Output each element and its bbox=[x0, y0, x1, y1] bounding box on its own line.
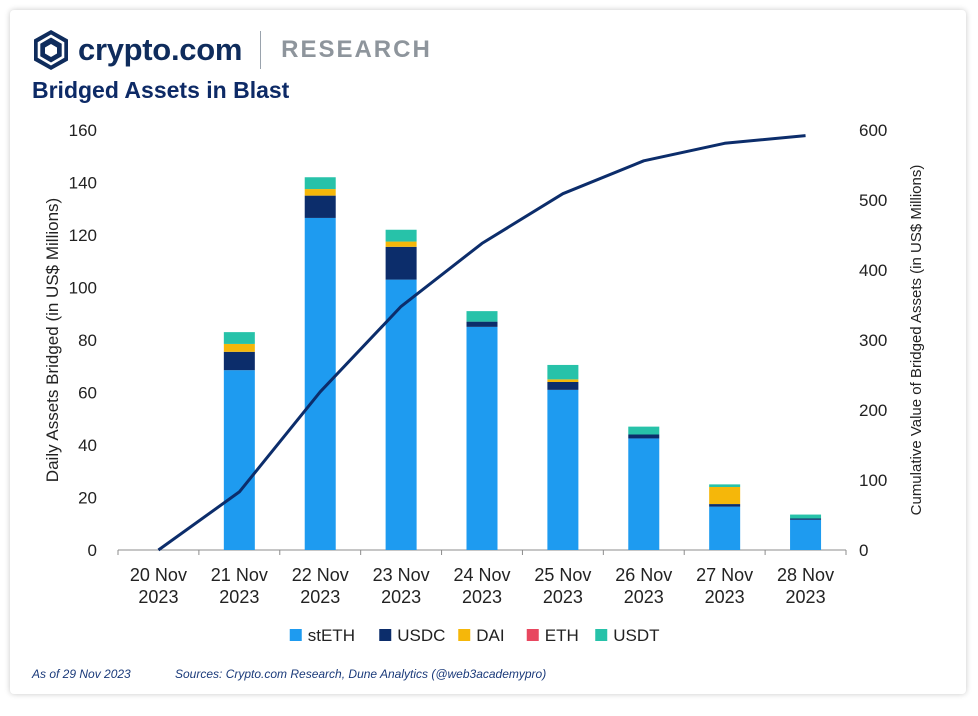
brand-header: crypto.com RESEARCH bbox=[32, 28, 432, 72]
bar-segment-dai bbox=[709, 487, 741, 505]
chart-title: Bridged Assets in Blast bbox=[32, 77, 290, 103]
bar-segment-usdc bbox=[466, 321, 498, 327]
x-tick-label: 28 Nov bbox=[777, 565, 834, 585]
legend-swatch-dai bbox=[458, 629, 471, 641]
bar-segment-usdt bbox=[223, 332, 255, 344]
x-tick-label: 2023 bbox=[624, 587, 664, 607]
y2-tick-label: 600 bbox=[859, 121, 887, 140]
legend-swatch-steth bbox=[289, 629, 302, 641]
bar-segment-usdc bbox=[547, 382, 579, 390]
bar-segment-usdt bbox=[628, 426, 660, 435]
y2-tick-label: 400 bbox=[859, 261, 887, 280]
bar-segment-dai bbox=[547, 379, 579, 382]
bar-segment-steth bbox=[466, 326, 498, 550]
x-tick-label: 2023 bbox=[381, 587, 421, 607]
bar-segment-steth bbox=[709, 506, 741, 550]
x-tick-label: 23 Nov bbox=[373, 565, 430, 585]
y-tick-label: 0 bbox=[88, 541, 97, 560]
bar-segment-usdc bbox=[223, 351, 255, 371]
y2-axis-title: Cumulative Value of Bridged Assets (in U… bbox=[908, 165, 925, 516]
x-tick-label: 25 Nov bbox=[534, 565, 591, 585]
cumulative-line bbox=[157, 134, 806, 552]
legend-label-steth: stETH bbox=[308, 626, 355, 645]
bar-segment-usdc bbox=[304, 195, 336, 218]
x-tick-label: 2023 bbox=[705, 587, 745, 607]
bar-segment-usdc bbox=[790, 518, 822, 520]
bar-segment-steth bbox=[385, 279, 417, 550]
bar-segment-usdc bbox=[709, 504, 741, 507]
bar-segment-usdt bbox=[304, 177, 336, 190]
bar-segment-usdt bbox=[790, 514, 822, 519]
legend-swatch-usdc bbox=[379, 629, 392, 641]
brand-divider bbox=[260, 31, 262, 69]
bar-segment-steth bbox=[790, 519, 822, 550]
x-tick-label: 2023 bbox=[543, 587, 583, 607]
y-axis-title: Daily Assets Bridged (in US$ Millions) bbox=[43, 198, 62, 482]
y2-tick-label: 200 bbox=[859, 401, 887, 420]
bar-segment-steth bbox=[304, 217, 336, 550]
y2-tick-label: 100 bbox=[859, 471, 887, 490]
bar-segment-usdt bbox=[547, 364, 579, 380]
x-tick-label: 26 Nov bbox=[615, 565, 672, 585]
bar-segment-dai bbox=[223, 343, 255, 352]
brand-section: RESEARCH bbox=[281, 36, 432, 63]
bar-segment-dai bbox=[385, 241, 417, 247]
bar-segment-usdt bbox=[709, 484, 741, 487]
legend-label-eth: ETH bbox=[545, 626, 579, 645]
y-tick-label: 100 bbox=[69, 279, 97, 298]
bar-segment-dai bbox=[304, 189, 336, 196]
y-tick-label: 140 bbox=[69, 174, 97, 193]
as-of-note: As of 29 Nov 2023 bbox=[32, 667, 131, 681]
legend-swatch-usdt bbox=[595, 629, 608, 641]
y2-tick-label: 300 bbox=[859, 331, 887, 350]
crypto-com-logo-icon bbox=[34, 30, 68, 70]
bar-segment-steth bbox=[628, 438, 660, 550]
x-tick-label: 21 Nov bbox=[211, 565, 268, 585]
x-tick-label: 22 Nov bbox=[292, 565, 349, 585]
bar-segment-steth bbox=[223, 370, 255, 550]
y-tick-label: 80 bbox=[78, 331, 97, 350]
x-tick-label: 2023 bbox=[462, 587, 502, 607]
y-tick-label: 160 bbox=[69, 121, 97, 140]
bar-segment-usdc bbox=[628, 434, 660, 439]
legend-label-dai: DAI bbox=[476, 626, 504, 645]
legend-label-usdt: USDT bbox=[613, 626, 659, 645]
x-tick-label: 2023 bbox=[219, 587, 259, 607]
y2-tick-label: 0 bbox=[859, 541, 868, 560]
x-tick-label: 20 Nov bbox=[130, 565, 187, 585]
y-tick-label: 120 bbox=[69, 226, 97, 245]
y-tick-label: 60 bbox=[78, 384, 97, 403]
y-tick-label: 40 bbox=[78, 436, 97, 455]
x-tick-label: 2023 bbox=[138, 587, 178, 607]
x-tick-label: 24 Nov bbox=[453, 565, 510, 585]
bar-segment-steth bbox=[547, 389, 579, 550]
bar-segment-usdt bbox=[466, 311, 498, 322]
legend-label-usdc: USDC bbox=[397, 626, 445, 645]
x-tick-label: 27 Nov bbox=[696, 565, 753, 585]
brand-name: crypto.com bbox=[78, 32, 243, 67]
x-tick-label: 2023 bbox=[300, 587, 340, 607]
y-tick-label: 20 bbox=[78, 489, 97, 508]
bar-segment-usdc bbox=[385, 246, 417, 280]
legend-swatch-eth bbox=[526, 629, 539, 641]
sources-note: Sources: Crypto.com Research, Dune Analy… bbox=[175, 667, 547, 681]
y2-tick-label: 500 bbox=[859, 191, 887, 210]
x-tick-label: 2023 bbox=[786, 587, 826, 607]
bar-segment-usdt bbox=[385, 229, 417, 242]
